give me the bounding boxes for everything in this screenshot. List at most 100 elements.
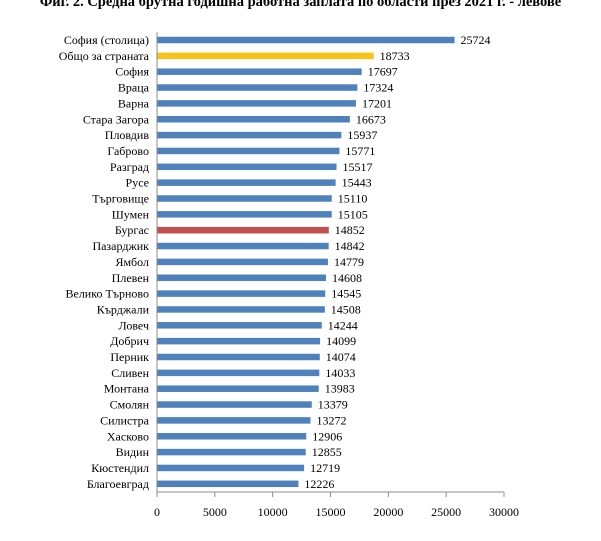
x-tick-label: 20000 <box>373 505 403 519</box>
category-label: Велико Търново <box>65 287 149 301</box>
value-label: 14842 <box>335 239 365 253</box>
value-label: 18733 <box>380 49 410 63</box>
bar <box>157 385 319 392</box>
value-label: 12226 <box>304 477 334 491</box>
category-label: Пазарджик <box>92 239 149 253</box>
x-tick-label: 15000 <box>316 505 346 519</box>
bar <box>157 448 306 456</box>
bar <box>157 401 312 408</box>
category-label: Добрич <box>110 334 149 348</box>
value-label: 15771 <box>345 144 375 158</box>
value-label: 13379 <box>318 398 348 412</box>
category-label: Стара Загора <box>83 112 150 126</box>
category-label: Кърджали <box>97 302 150 316</box>
bar <box>157 433 307 440</box>
value-label: 13983 <box>325 382 355 396</box>
category-label: Русе <box>126 176 149 190</box>
value-label: 12906 <box>312 429 342 443</box>
bar <box>157 258 328 266</box>
bars-group <box>157 36 455 488</box>
bar <box>157 100 356 107</box>
value-label: 14099 <box>326 334 356 348</box>
bar <box>157 36 455 44</box>
category-label: София <box>115 65 149 79</box>
bar <box>157 306 325 313</box>
bar <box>157 226 329 234</box>
value-label: 17324 <box>363 81 393 95</box>
bar <box>157 337 321 345</box>
bar <box>157 353 320 361</box>
value-label: 14074 <box>326 350 356 364</box>
bar <box>157 116 350 123</box>
bar <box>157 369 320 377</box>
category-label: Разград <box>110 160 149 174</box>
value-label: 14033 <box>325 366 355 380</box>
bar <box>157 242 329 250</box>
x-tick-label: 10000 <box>258 505 288 519</box>
bar <box>157 84 358 91</box>
x-axis: 0 5000 10000 15000 20000 25000 30000 <box>154 32 519 519</box>
category-label: Сливен <box>111 366 149 380</box>
value-label: 13272 <box>317 413 347 427</box>
value-label: 15105 <box>338 207 368 221</box>
category-labels-group: София (столица) Общо за страната София Врац… <box>59 33 150 491</box>
category-label: Общо за страната <box>59 49 150 63</box>
value-label: 12719 <box>310 461 340 475</box>
category-label: Перник <box>110 350 149 364</box>
category-label: Габрово <box>107 144 149 158</box>
category-label: Ямбол <box>115 255 149 269</box>
bar <box>157 464 305 472</box>
value-label: 14508 <box>331 302 361 316</box>
x-tick-label: 0 <box>154 505 160 519</box>
category-label: Плевен <box>112 271 150 285</box>
category-label: Пловдив <box>105 128 150 142</box>
bar <box>157 195 332 202</box>
value-label: 17697 <box>368 65 398 79</box>
x-tick-label: 30000 <box>489 505 519 519</box>
category-label: Силистра <box>100 413 150 427</box>
value-label: 14545 <box>331 287 361 301</box>
category-label: Монтана <box>104 382 150 396</box>
bar <box>157 274 326 281</box>
x-tick-label: 25000 <box>431 505 461 519</box>
category-label: Бургас <box>115 223 149 237</box>
value-label: 14608 <box>332 271 362 285</box>
bar <box>157 163 337 171</box>
category-label: Търговище <box>92 192 149 206</box>
category-label: Благоевград <box>87 477 149 491</box>
bar <box>157 417 311 424</box>
value-label: 15517 <box>342 160 372 174</box>
bar <box>157 480 299 488</box>
bar <box>157 290 326 297</box>
bar <box>157 179 336 186</box>
value-label: 15110 <box>338 192 368 206</box>
category-label: София (столица) <box>64 33 149 47</box>
value-label: 14779 <box>334 255 364 269</box>
value-label: 16673 <box>356 112 386 126</box>
bar <box>157 52 374 60</box>
bar <box>157 131 342 139</box>
value-label: 25724 <box>461 33 491 47</box>
category-label: Хасково <box>107 429 149 443</box>
chart-title: Фиг. 2. Средна брутна годишна работна за… <box>39 0 562 10</box>
bar <box>157 68 362 75</box>
category-label: Враца <box>118 81 150 95</box>
value-label: 15937 <box>347 128 377 142</box>
value-label: 12855 <box>312 445 342 459</box>
category-label: Шумен <box>112 207 150 221</box>
x-tick-label: 5000 <box>203 505 227 519</box>
value-label: 14852 <box>335 223 365 237</box>
bar <box>157 322 322 329</box>
category-label: Видин <box>116 445 150 459</box>
category-label: Ловеч <box>119 318 150 332</box>
bar <box>157 211 332 218</box>
category-label: Кюстендил <box>91 461 149 475</box>
bar <box>157 147 340 155</box>
value-label: 17201 <box>362 96 392 110</box>
value-label: 14244 <box>328 318 358 332</box>
value-label: 15443 <box>342 176 372 190</box>
category-label: Варна <box>118 96 150 110</box>
category-label: Смолян <box>110 398 150 412</box>
